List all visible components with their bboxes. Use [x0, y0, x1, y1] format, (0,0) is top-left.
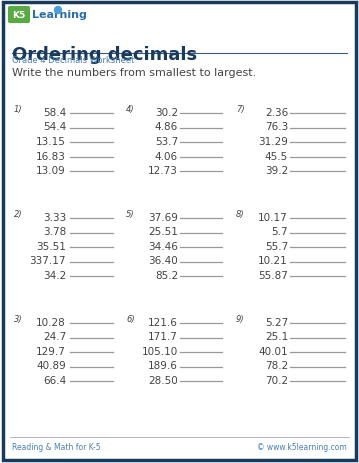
Text: © www.k5learning.com: © www.k5learning.com: [257, 442, 347, 451]
Text: 1): 1): [14, 105, 23, 114]
Text: 5.27: 5.27: [265, 317, 288, 327]
Text: K5: K5: [12, 11, 25, 19]
Text: 3): 3): [14, 314, 23, 323]
Text: 10.28: 10.28: [36, 317, 66, 327]
Text: 40.01: 40.01: [258, 346, 288, 356]
Text: 5): 5): [126, 210, 135, 219]
Text: 105.10: 105.10: [142, 346, 178, 356]
Text: 121.6: 121.6: [148, 317, 178, 327]
Text: 34.46: 34.46: [148, 242, 178, 251]
Text: 13.09: 13.09: [36, 166, 66, 175]
Text: 337.17: 337.17: [29, 256, 66, 266]
Circle shape: [55, 7, 61, 14]
Text: 4): 4): [126, 105, 135, 114]
Text: 4.06: 4.06: [155, 151, 178, 161]
Text: 7): 7): [236, 105, 244, 114]
Text: Write the numbers from smallest to largest.: Write the numbers from smallest to large…: [12, 68, 256, 78]
Text: 24.7: 24.7: [43, 332, 66, 342]
Text: 54.4: 54.4: [43, 122, 66, 132]
Text: 10.17: 10.17: [258, 213, 288, 223]
Text: 40.89: 40.89: [36, 361, 66, 371]
Text: 189.6: 189.6: [148, 361, 178, 371]
Text: 34.2: 34.2: [43, 270, 66, 281]
Text: 30.2: 30.2: [155, 108, 178, 118]
Text: 66.4: 66.4: [43, 375, 66, 385]
Text: 76.3: 76.3: [265, 122, 288, 132]
Text: 2.36: 2.36: [265, 108, 288, 118]
Text: 70.2: 70.2: [265, 375, 288, 385]
Text: 78.2: 78.2: [265, 361, 288, 371]
Text: 16.83: 16.83: [36, 151, 66, 161]
Text: 55.7: 55.7: [265, 242, 288, 251]
Text: 39.2: 39.2: [265, 166, 288, 175]
Text: 25.1: 25.1: [265, 332, 288, 342]
Text: 85.2: 85.2: [155, 270, 178, 281]
Text: 3.33: 3.33: [43, 213, 66, 223]
Text: Grade 4 Decimals Worksheet: Grade 4 Decimals Worksheet: [12, 56, 134, 65]
Text: 6): 6): [126, 314, 135, 323]
Text: 9): 9): [236, 314, 244, 323]
Text: 13.15: 13.15: [36, 137, 66, 147]
Text: 45.5: 45.5: [265, 151, 288, 161]
Text: Learning: Learning: [32, 10, 87, 20]
FancyBboxPatch shape: [9, 7, 29, 24]
Text: 53.7: 53.7: [155, 137, 178, 147]
Text: 31.29: 31.29: [258, 137, 288, 147]
Text: 10.21: 10.21: [258, 256, 288, 266]
Text: 3.78: 3.78: [43, 227, 66, 237]
Text: 28.50: 28.50: [148, 375, 178, 385]
Text: 2): 2): [14, 210, 23, 219]
Text: Ordering decimals: Ordering decimals: [12, 46, 197, 64]
Text: 12.73: 12.73: [148, 166, 178, 175]
Text: 8): 8): [236, 210, 244, 219]
Text: 25.51: 25.51: [148, 227, 178, 237]
Text: 58.4: 58.4: [43, 108, 66, 118]
Text: Reading & Math for K-5: Reading & Math for K-5: [12, 442, 101, 451]
Text: 5.7: 5.7: [271, 227, 288, 237]
Text: 55.87: 55.87: [258, 270, 288, 281]
Text: 36.40: 36.40: [148, 256, 178, 266]
Text: 129.7: 129.7: [36, 346, 66, 356]
Text: 37.69: 37.69: [148, 213, 178, 223]
Text: 171.7: 171.7: [148, 332, 178, 342]
Text: 4.86: 4.86: [155, 122, 178, 132]
Text: 35.51: 35.51: [36, 242, 66, 251]
